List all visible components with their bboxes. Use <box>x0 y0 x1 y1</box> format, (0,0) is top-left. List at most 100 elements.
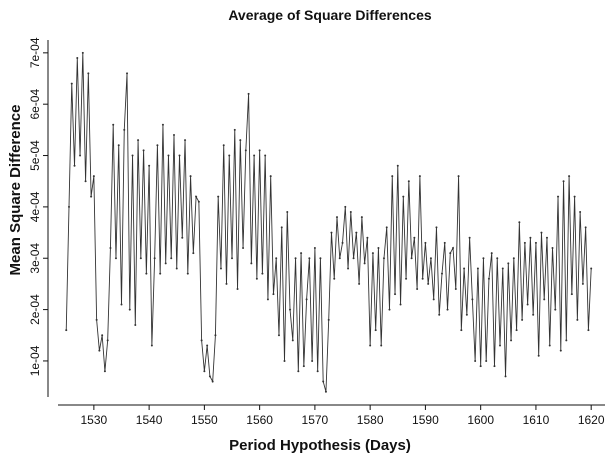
data-point <box>385 226 388 229</box>
data-point <box>253 154 256 157</box>
data-point <box>568 175 571 178</box>
y-tick-label: 3e-04 <box>28 243 42 274</box>
data-point <box>231 257 234 260</box>
data-point <box>250 262 253 265</box>
data-point <box>587 329 590 332</box>
data-point <box>510 339 513 342</box>
data-point <box>349 211 352 214</box>
x-tick-label: 1620 <box>578 413 605 427</box>
data-point <box>170 257 173 260</box>
data-point <box>98 349 101 352</box>
data-point <box>499 344 502 347</box>
data-point <box>283 359 286 362</box>
data-point <box>131 154 134 157</box>
data-point <box>269 175 272 178</box>
data-point <box>84 180 87 183</box>
data-point <box>366 236 369 239</box>
data-point <box>137 139 140 142</box>
data-point <box>65 329 68 332</box>
data-point <box>319 257 322 260</box>
data-point <box>305 298 308 301</box>
data-point <box>427 282 430 285</box>
data-point <box>148 164 151 167</box>
data-point <box>504 375 507 378</box>
data-point <box>576 318 579 321</box>
data-line <box>65 52 592 392</box>
data-point <box>114 257 117 260</box>
data-point <box>374 329 377 332</box>
x-tick-label: 1560 <box>246 413 273 427</box>
data-point <box>358 282 361 285</box>
data-point <box>289 308 292 311</box>
data-point <box>418 175 421 178</box>
data-point <box>225 282 228 285</box>
y-tick-label: 2e-04 <box>28 294 42 325</box>
data-point <box>294 257 297 260</box>
data-point <box>446 308 449 311</box>
data-point <box>308 257 311 260</box>
data-point <box>134 323 137 326</box>
data-point <box>465 313 468 316</box>
data-point <box>432 298 435 301</box>
data-point <box>275 257 278 260</box>
data-point <box>579 211 582 214</box>
data-point <box>330 231 333 234</box>
data-point <box>70 82 73 85</box>
data-point <box>112 123 115 126</box>
x-tick-label: 1590 <box>412 413 439 427</box>
data-point <box>150 344 153 347</box>
data-point <box>217 195 220 198</box>
data-point <box>239 139 242 142</box>
data-point <box>413 236 416 239</box>
data-point <box>272 293 275 296</box>
data-point <box>545 236 548 239</box>
data-point <box>454 288 457 291</box>
x-tick-label: 1540 <box>136 413 163 427</box>
data-point <box>581 282 584 285</box>
data-point <box>109 246 112 249</box>
data-point <box>277 334 280 337</box>
data-point <box>203 370 206 373</box>
data-point <box>120 303 123 306</box>
data-point <box>302 365 305 368</box>
data-point <box>327 318 330 321</box>
data-point <box>186 272 189 275</box>
data-point <box>421 277 424 280</box>
data-point <box>280 226 283 229</box>
data-point <box>584 226 587 229</box>
data-point <box>228 154 231 157</box>
data-point <box>515 329 518 332</box>
data-point <box>322 380 325 383</box>
data-point <box>482 257 485 260</box>
data-point <box>192 252 195 255</box>
data-point <box>261 272 264 275</box>
data-point <box>507 262 510 265</box>
data-point <box>394 293 397 296</box>
data-point <box>286 211 289 214</box>
data-point <box>247 92 250 95</box>
data-point <box>493 365 496 368</box>
data-point <box>429 257 432 260</box>
y-tick-label: 1e-04 <box>28 345 42 376</box>
data-point <box>242 246 245 249</box>
data-point <box>534 241 537 244</box>
y-tick-label: 6e-04 <box>28 89 42 120</box>
data-point <box>244 149 247 152</box>
data-point <box>557 195 560 198</box>
data-point <box>468 236 471 239</box>
data-point <box>324 390 327 393</box>
data-point <box>559 349 562 352</box>
data-point <box>590 267 593 270</box>
y-axis-label: Mean Square Difference <box>7 105 24 276</box>
data-point <box>369 344 372 347</box>
data-point <box>142 149 145 152</box>
data-point <box>562 180 565 183</box>
data-point <box>79 154 82 157</box>
data-point <box>548 344 551 347</box>
data-point <box>333 277 336 280</box>
data-point <box>211 380 214 383</box>
data-point <box>266 298 269 301</box>
data-point <box>335 216 338 219</box>
data-point <box>554 308 557 311</box>
data-point <box>195 195 198 198</box>
